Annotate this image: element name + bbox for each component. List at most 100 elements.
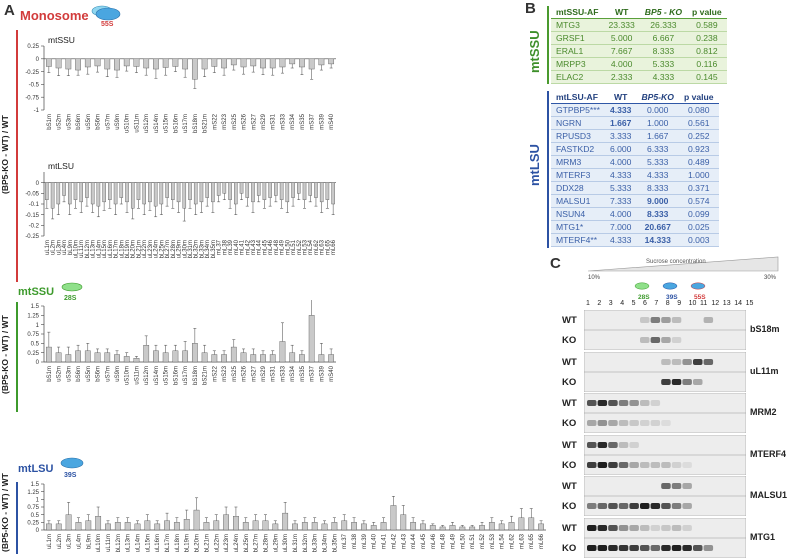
- bar: [233, 516, 239, 531]
- bar: [144, 520, 151, 531]
- x-tick-label: uL29m: [273, 534, 279, 552]
- table-cell: 6.667: [639, 31, 688, 45]
- x-tick-label: uS3m: [66, 114, 72, 130]
- table-cell: 4.000: [603, 57, 640, 71]
- mtssu-ribosome-icon: 28S: [61, 282, 83, 302]
- gradient-title: Sucrose concentration: [646, 259, 706, 265]
- table-cell: 4.333: [604, 168, 637, 182]
- bar: [188, 182, 192, 200]
- bar: [234, 182, 238, 205]
- table-cell: 9.000: [636, 194, 679, 208]
- table-cell: 0.238: [687, 31, 727, 45]
- x-tick-label: uS5m: [86, 366, 92, 382]
- x-tick-label: bL33m: [199, 240, 205, 258]
- bar: [314, 182, 318, 198]
- table-cell: 0.080: [678, 103, 719, 117]
- table-header-cell: p value: [678, 91, 719, 104]
- table-row: MTERF3 4.333 4.333 1.000: [551, 168, 719, 182]
- bar: [274, 182, 278, 196]
- bar: [104, 352, 111, 363]
- chart-monosome-mtssu: mtSSU 0.25 0 -0.25 -0.5 -0.75 -1 bS1m uS2m uS3m bS…: [25, 35, 336, 133]
- x-tick-label: bL31m: [293, 534, 299, 552]
- table-cell: NGRN: [551, 116, 605, 130]
- y-tick-label: 0: [36, 57, 40, 63]
- bar: [55, 352, 62, 363]
- table-row: GRSF1 5.000 6.667 0.238: [551, 31, 727, 45]
- blot-band: [682, 524, 692, 531]
- x-tick-label: bL19m: [125, 240, 131, 258]
- blot-band: [597, 420, 608, 426]
- bar: [289, 352, 296, 363]
- bar: [230, 346, 237, 363]
- x-tick-label: uS15m: [164, 114, 170, 133]
- blot-band: [608, 544, 618, 551]
- x-tick-label: bS1m: [47, 366, 53, 382]
- chart-mtlsu: 1.5 1.25 10.75 0.5 0.250 uL1m uL2m uL3m uL4m bL9m…: [27, 482, 546, 552]
- blot-image: [584, 393, 746, 433]
- x-tick-label: mL66: [331, 239, 337, 255]
- x-tick-label: mL50: [460, 533, 466, 549]
- gradient-low: 10%: [588, 275, 601, 281]
- blot-band: [629, 524, 639, 531]
- blot-band: [682, 544, 692, 551]
- bar: [50, 182, 55, 209]
- blot-row-label: WT: [562, 356, 577, 368]
- table-cell: 7.333: [604, 194, 637, 208]
- table-cell: 1.667: [636, 129, 679, 143]
- x-tick-label: uL4m: [62, 240, 68, 255]
- blot-protein-label: MALSU1: [750, 490, 788, 500]
- bar: [223, 514, 230, 531]
- table-cell: 8.333: [636, 181, 679, 195]
- mtlsu-badge: 39S: [64, 472, 77, 479]
- bar: [341, 520, 348, 531]
- bar: [143, 345, 150, 363]
- blot-band: [661, 524, 671, 531]
- bar: [297, 182, 301, 194]
- x-tick-label: bL9m: [86, 534, 92, 549]
- bar: [321, 523, 328, 531]
- x-tick-label: mL44: [411, 533, 417, 549]
- bar: [95, 516, 102, 531]
- x-tick-label: bS6m: [76, 114, 82, 130]
- y-tick-label: 1.25: [27, 490, 39, 496]
- table-cell: 4.000: [604, 207, 637, 221]
- fraction-number: 10: [688, 300, 697, 307]
- bar: [488, 522, 495, 531]
- x-tick-label: bL33m: [313, 534, 319, 552]
- table-row: MTG3 23.333 26.333 0.589: [551, 18, 727, 32]
- x-tick-label: uL30m: [182, 240, 188, 258]
- table-cell: 0.589: [687, 18, 727, 32]
- table-cell: RPUSD3: [551, 129, 605, 143]
- x-tick-label: mL41: [382, 533, 388, 549]
- bar: [182, 58, 189, 70]
- bar: [230, 58, 237, 66]
- y-tick-label: -0.25: [25, 234, 39, 240]
- x-tick-label: bL34m: [205, 240, 211, 258]
- y-tick-label: 0.75: [27, 332, 39, 338]
- x-tick-label: bL12m: [85, 240, 91, 258]
- x-tick-label: bL20m: [195, 534, 201, 552]
- blot-band: [640, 524, 650, 531]
- x-tick-label: uS12m: [144, 114, 150, 133]
- x-tick-label: mS25: [232, 365, 238, 381]
- y-tick-label: 1: [36, 323, 40, 329]
- mtlsu-bracket: [16, 482, 18, 554]
- x-tick-label: uL11m: [79, 240, 85, 258]
- x-tick-label: mS33: [280, 113, 286, 129]
- bar: [55, 58, 62, 69]
- y-tick-label: -0.5: [29, 83, 40, 89]
- bar: [279, 182, 284, 200]
- blot-band: [671, 524, 682, 531]
- bar: [55, 523, 62, 531]
- x-tick-label: mL37: [217, 239, 223, 255]
- bar: [172, 350, 179, 363]
- blot-row-label: KO: [562, 418, 577, 429]
- x-tick-label: bL34m: [323, 534, 329, 552]
- table-row: MRPP3 4.000 5.333 0.116: [551, 57, 727, 71]
- table-cell: 23.333: [603, 18, 640, 32]
- blot-band: [671, 544, 682, 551]
- blot-row-label: WT: [562, 522, 577, 534]
- x-tick-label: bL25m: [244, 534, 250, 552]
- x-tick-label: uS7m: [105, 366, 111, 382]
- x-tick-label: bL19m: [185, 534, 191, 552]
